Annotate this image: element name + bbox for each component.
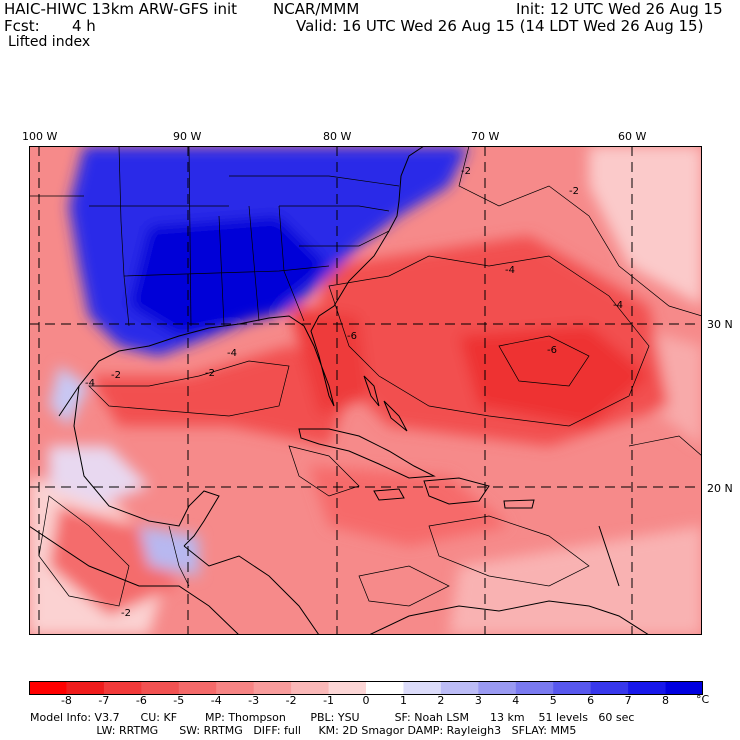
colorbar-tick-label: 6 (587, 694, 595, 707)
colorbar-swatch (665, 681, 703, 695)
colorbar-swatch (66, 681, 105, 695)
colorbar-tick-label: -1 (323, 694, 335, 707)
colorbar-swatch (178, 681, 217, 695)
colorbar (29, 681, 703, 695)
model-info-line2: LW: RRTMG SW: RRTMG DIFF: full KM: 2D Sm… (30, 724, 577, 737)
colorbar-tick-label: -7 (98, 694, 110, 707)
org-label: NCAR/MMM (273, 0, 360, 18)
colorbar-tick-label: -3 (248, 694, 260, 707)
model-info-line1: Model Info: V3.7 CU: KF MP: Thompson PBL… (30, 711, 635, 724)
lifted-index-map: -2 -2 -4 -4 -4 -6 -6 -4 -2 -2 -2 (29, 146, 702, 635)
contour-label: -2 (205, 368, 215, 379)
contour-label: -6 (347, 331, 357, 342)
model-title: HAIC-HIWC 13km ARW-GFS init (4, 0, 238, 18)
lat-label-20n: 20 N (707, 482, 733, 495)
colorbar-tick-label: 1 (399, 694, 407, 707)
colorbar-tick-label: 2 (437, 694, 445, 707)
contour-label: -4 (227, 348, 237, 359)
contour-label-group: -2 -2 -4 -4 -4 -6 -6 -4 -2 -2 -2 (85, 166, 623, 619)
init-time: Init: 12 UTC Wed 26 Aug 15 (516, 0, 723, 18)
valid-time: Valid: 16 UTC Wed 26 Aug 15 (14 LDT Wed … (296, 17, 704, 35)
colorbar-tick-label: -2 (285, 694, 297, 707)
colorbar-tick-label: -6 (135, 694, 147, 707)
lon-label-80w: 80 W (323, 130, 352, 143)
contour-label: -2 (461, 166, 471, 177)
colorbar-swatch (291, 681, 330, 695)
contour-label: -4 (505, 265, 515, 276)
contour-lines (38, 146, 702, 607)
colorbar-swatch (103, 681, 142, 695)
lat-label-30n: 30 N (707, 318, 733, 331)
colorbar-swatch (29, 681, 67, 695)
lat-lon-grid (29, 146, 702, 635)
coastlines (29, 146, 650, 635)
colorbar-swatch (141, 681, 180, 695)
colorbar-tick-label: -4 (210, 694, 222, 707)
colorbar-tick-label: -5 (173, 694, 185, 707)
lon-label-90w: 90 W (173, 130, 202, 143)
contour-label: -6 (547, 345, 557, 356)
colorbar-swatch (253, 681, 292, 695)
colorbar-tick-label: 8 (662, 694, 670, 707)
lon-label-70w: 70 W (471, 130, 500, 143)
contour-label: -2 (111, 370, 121, 381)
colorbar-tick-label: 3 (474, 694, 482, 707)
forecast-hour: 4 h (72, 17, 96, 35)
colorbar-unit: °C (696, 693, 710, 706)
colorbar-swatch (440, 681, 479, 695)
state-borders (29, 146, 400, 587)
colorbar-swatch (515, 681, 554, 695)
colorbar-swatch (328, 681, 367, 695)
contour-label: -4 (85, 378, 95, 389)
forecast-label: Fcst: (4, 17, 40, 35)
colorbar-frame (29, 681, 703, 695)
colorbar-swatch (478, 681, 517, 695)
colorbar-swatch (403, 681, 442, 695)
colorbar-tick-label: 0 (362, 694, 370, 707)
field-name: Lifted index (8, 34, 91, 50)
colorbar-tick-label: 4 (512, 694, 520, 707)
map-frame (29, 146, 702, 635)
colorbar-tick-label: 7 (624, 694, 632, 707)
colorbar-tick-label: -8 (60, 694, 72, 707)
colorbar-swatch (590, 681, 629, 695)
colorbar-swatch (553, 681, 592, 695)
lon-label-60w: 60 W (618, 130, 647, 143)
colorbar-swatch (216, 681, 255, 695)
colorbar-tick-label: 5 (549, 694, 557, 707)
contour-label: -2 (569, 186, 579, 197)
colorbar-swatch (628, 681, 667, 695)
colorbar-swatch (366, 681, 404, 695)
contour-label: -4 (613, 300, 623, 311)
lon-label-100w: 100 W (22, 130, 58, 143)
contour-label: -2 (121, 608, 131, 619)
